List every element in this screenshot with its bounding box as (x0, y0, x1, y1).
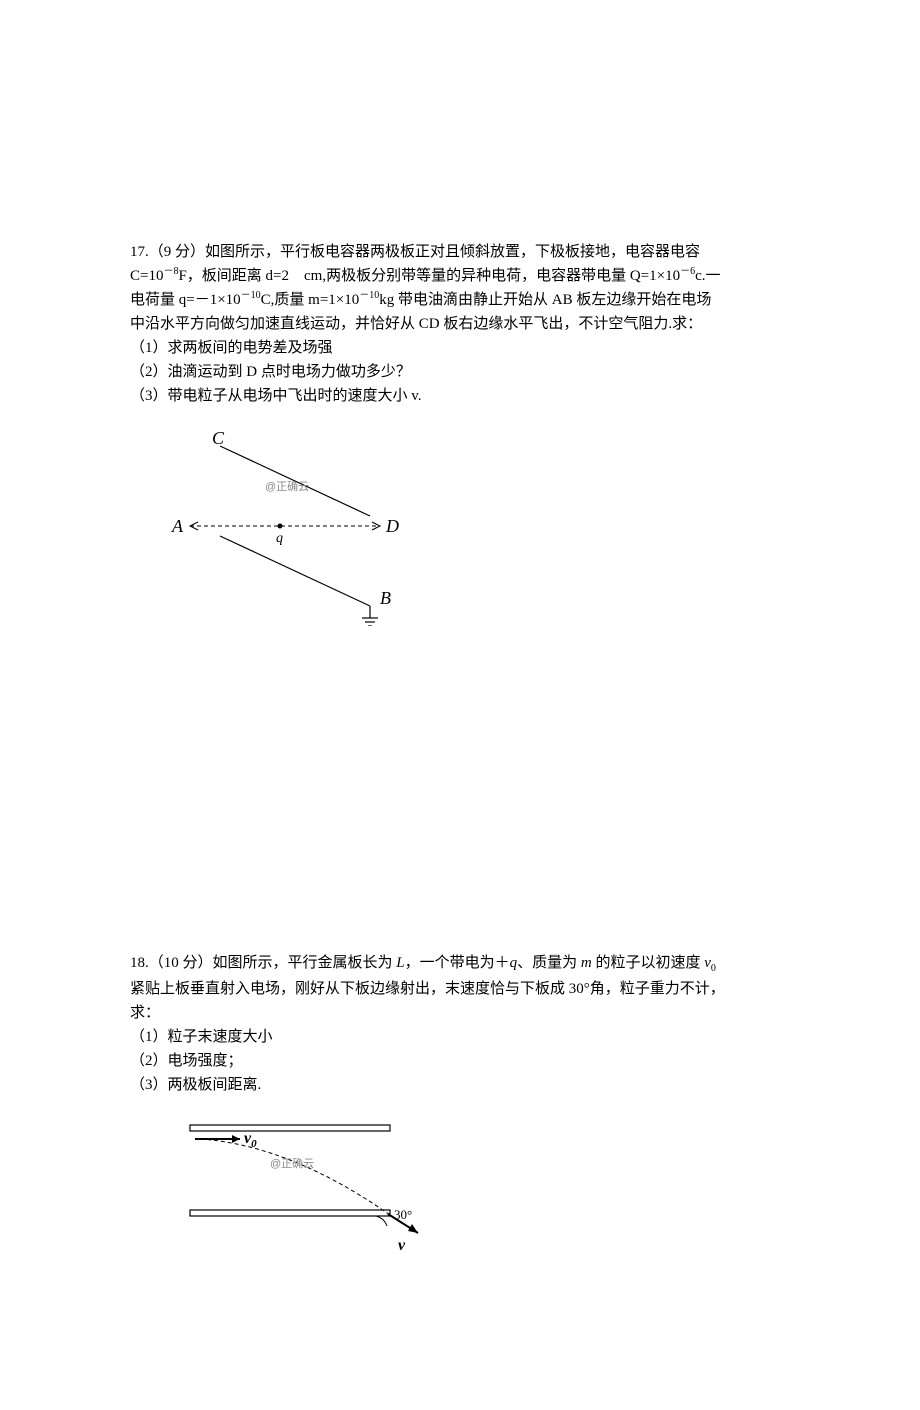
label-a: A (171, 516, 184, 536)
sub: 0 (711, 963, 716, 974)
spacer (130, 671, 790, 951)
p17-line1: 17.（9 分）如图所示，平行板电容器两极板正对且倾斜放置，下极板接地，电容器电… (130, 240, 790, 264)
problem-17-figure: C A D B q @正确云 (170, 426, 790, 631)
exp: －10 (359, 290, 379, 301)
txt: C=10 (130, 268, 163, 284)
problem-18-figure: v0 v 30° @正确云 (170, 1115, 790, 1270)
p17-line4: 中沿水平方向做匀加速直线运动，并恰好从 CD 板右边缘水平飞出，不计空气阻力.求… (130, 312, 790, 336)
p18-line2: 紧贴上板垂直射入电场，刚好从下板边缘射出，末速度恰与下板成 30°角，粒子重力不… (130, 977, 790, 1001)
txt: kg 带电油滴由静止开始从 AB 板左边缘开始在电场 (379, 292, 711, 308)
label-v: v (398, 1237, 406, 1254)
p17-q1: （1）求两板间的电势差及场强 (130, 336, 790, 360)
label-d: D (385, 516, 399, 536)
v0-arrowhead (232, 1135, 240, 1143)
watermark: @正确云 (265, 480, 309, 493)
txt: 、质量为 (517, 955, 581, 971)
problem-18: 18.（10 分）如图所示，平行金属板长为 L，一个带电为＋q、质量为 m 的粒… (130, 951, 790, 1270)
txt: 18.（10 分）如图所示，平行金属板长为 (130, 955, 396, 971)
p17-line3: 电荷量 q=－1×10－10C,质量 m=1×10－10kg 带电油滴由静止开始… (130, 288, 790, 312)
exp: －10 (241, 290, 261, 301)
watermark-18: @正确云 (270, 1157, 314, 1170)
p18-q3: （3）两极板间距离. (130, 1073, 790, 1097)
angle-arc (376, 1216, 387, 1226)
txt: C,质量 m=1×10 (261, 292, 360, 308)
exp: －6 (680, 266, 695, 277)
exp: －8 (163, 266, 178, 277)
problem-17-stem: 17.（9 分）如图所示，平行板电容器两极板正对且倾斜放置，下极板接地，电容器电… (130, 240, 790, 408)
problem-17: 17.（9 分）如图所示，平行板电容器两极板正对且倾斜放置，下极板接地，电容器电… (130, 240, 790, 631)
plate-b (220, 536, 370, 606)
p18-line3: 求： (130, 1001, 790, 1025)
top-plate (190, 1125, 390, 1131)
label-q: q (276, 531, 283, 546)
it: v (704, 955, 711, 971)
txt: 电荷量 q=－1×10 (130, 292, 241, 308)
it: L (396, 955, 404, 971)
p18-line1: 18.（10 分）如图所示，平行金属板长为 L，一个带电为＋q、质量为 m 的粒… (130, 951, 790, 977)
v-arrowhead (408, 1224, 418, 1233)
p18-q2: （2）电场强度； (130, 1049, 790, 1073)
it: q (510, 955, 518, 971)
txt: 的粒子以初速度 (592, 955, 705, 971)
p17-q3: （3）带电粒子从电场中飞出时的速度大小 v. (130, 384, 790, 408)
charge-dot (278, 524, 283, 529)
label-v0: v0 (244, 1130, 257, 1150)
trajectory (200, 1139, 390, 1215)
p17-q2: （2）油滴运动到 D 点时电场力做功多少？ (130, 360, 790, 384)
txt: c.一 (695, 268, 720, 284)
bottom-plate (190, 1210, 390, 1216)
txt: F，板间距离 d=2 cm,两极板分别带等量的异种电荷，电容器带电量 Q=1×1… (178, 268, 680, 284)
label-c: C (212, 428, 225, 448)
problem-18-stem: 18.（10 分）如图所示，平行金属板长为 L，一个带电为＋q、质量为 m 的粒… (130, 951, 790, 1097)
it: m (581, 955, 592, 971)
p17-line2: C=10－8F，板间距离 d=2 cm,两极板分别带等量的异种电荷，电容器带电量… (130, 264, 790, 288)
txt: ，一个带电为＋ (405, 955, 510, 971)
label-angle: 30° (394, 1207, 412, 1222)
label-b: B (380, 588, 391, 608)
p18-q1: （1）粒子末速度大小 (130, 1025, 790, 1049)
